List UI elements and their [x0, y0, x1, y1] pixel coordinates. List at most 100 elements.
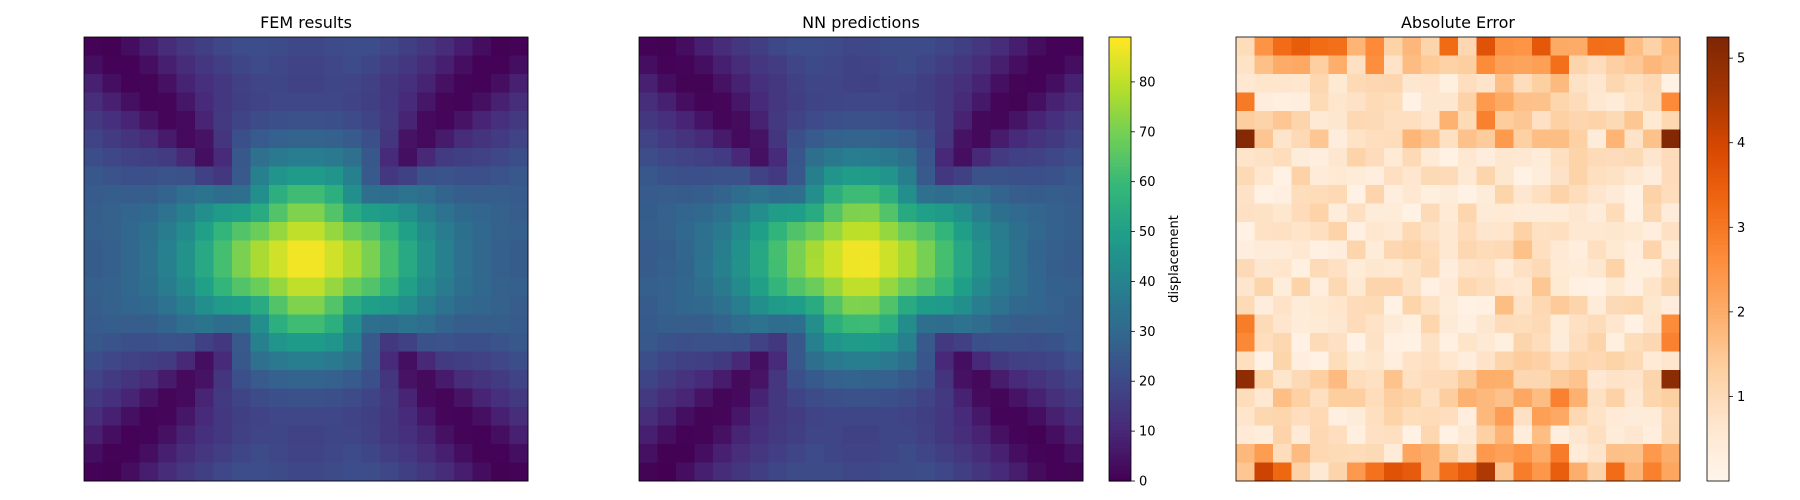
error-cell [1513, 314, 1533, 334]
nn-cell [694, 370, 714, 389]
fem-cell [361, 425, 381, 445]
fem-cell [417, 370, 436, 389]
error-cell [1513, 333, 1533, 352]
fem-cell [454, 111, 473, 130]
nn-cell [972, 185, 991, 204]
nn-cell [824, 314, 843, 334]
error-cell [1661, 351, 1681, 371]
error-cell [1273, 351, 1292, 371]
error-cell [1365, 55, 1385, 75]
error-cell [1384, 333, 1403, 352]
fem-cell [454, 407, 473, 426]
nn-cell [990, 444, 1010, 463]
error-cell [1402, 351, 1422, 371]
nn-cell [1064, 259, 1084, 278]
nn-cell [1027, 166, 1047, 186]
error-colorbar-gradient-slice [1707, 188, 1729, 193]
nn-cell [990, 37, 1010, 56]
fem-cell [472, 240, 492, 260]
fem-cell [398, 166, 418, 186]
error-colorbar-gradient-slice [1707, 451, 1729, 456]
fem-cell [324, 462, 344, 482]
fem-results-frame [83, 36, 529, 482]
fem-cell [269, 333, 288, 352]
fem-cell [84, 314, 103, 334]
fem-cell [361, 74, 381, 93]
error-cell [1291, 259, 1311, 278]
fem-cell [195, 407, 214, 426]
fem-cell [195, 444, 214, 463]
fem-cell [306, 148, 325, 167]
fem-cell [213, 92, 233, 112]
fem-cell [380, 185, 399, 204]
nn-cell [842, 92, 862, 112]
fem-cell [232, 333, 251, 352]
error-cell [1495, 166, 1514, 186]
nn-cell [713, 166, 732, 186]
fem-cell [398, 351, 418, 371]
fem-cell [435, 111, 455, 130]
error-cell [1458, 129, 1477, 149]
nn-cell [750, 370, 769, 389]
nn-cell [990, 92, 1010, 112]
displacement-colorbar-gradient-slice [1109, 384, 1131, 390]
fem-cell [324, 296, 344, 315]
fem-cell [306, 203, 325, 223]
fem-cell [509, 370, 529, 389]
fem-cell [435, 129, 455, 149]
fem-cell [287, 129, 307, 149]
nn-cell [1046, 203, 1065, 223]
nn-cell [953, 314, 973, 334]
nn-cell [805, 203, 825, 223]
fem-cell [306, 388, 325, 408]
nn-cell [842, 333, 862, 352]
error-cell [1476, 129, 1496, 149]
error-cell [1550, 37, 1570, 56]
fem-cell [435, 444, 455, 463]
fem-cell [176, 296, 196, 315]
error-colorbar-gradient-slice [1707, 51, 1729, 57]
error-cell [1254, 240, 1274, 260]
error-cell [1439, 185, 1459, 204]
nn-cell [768, 370, 788, 389]
fem-cell [121, 370, 140, 389]
fem-cell [213, 296, 233, 315]
error-cell [1310, 111, 1329, 130]
error-cell [1495, 277, 1514, 297]
error-cell [1550, 314, 1570, 334]
fem-cell [213, 185, 233, 204]
fem-cell [195, 388, 214, 408]
nn-cell [861, 444, 880, 463]
error-cell [1291, 462, 1311, 482]
displacement-colorbar-gradient-slice [1109, 299, 1131, 304]
nn-cell [805, 425, 825, 445]
nn-cell [1009, 333, 1028, 352]
error-colorbar-gradient-slice [1707, 329, 1729, 334]
fem-cell [102, 166, 122, 186]
error-cell [1476, 148, 1496, 167]
fem-cell [417, 166, 436, 186]
fem-cell [435, 203, 455, 223]
error-cell [1273, 37, 1292, 56]
error-cell [1550, 240, 1570, 260]
error-cell [1624, 388, 1644, 408]
error-cell [1569, 92, 1588, 112]
error-cell [1384, 240, 1403, 260]
error-cell [1310, 351, 1329, 371]
fem-cell [491, 462, 510, 482]
fem-cell [380, 388, 399, 408]
nn-cell [990, 55, 1010, 75]
fem-cell [213, 148, 233, 167]
nn-cell [842, 259, 862, 278]
error-colorbar-gradient-slice [1707, 159, 1729, 164]
fem-cell [176, 351, 196, 371]
fem-cell [158, 370, 177, 389]
fem-cell [102, 425, 122, 445]
fem-cell [195, 111, 214, 130]
error-cell [1273, 425, 1292, 445]
fem-cell [361, 148, 381, 167]
nn-cell [1009, 111, 1028, 130]
nn-cell [935, 425, 954, 445]
error-cell [1291, 333, 1311, 352]
